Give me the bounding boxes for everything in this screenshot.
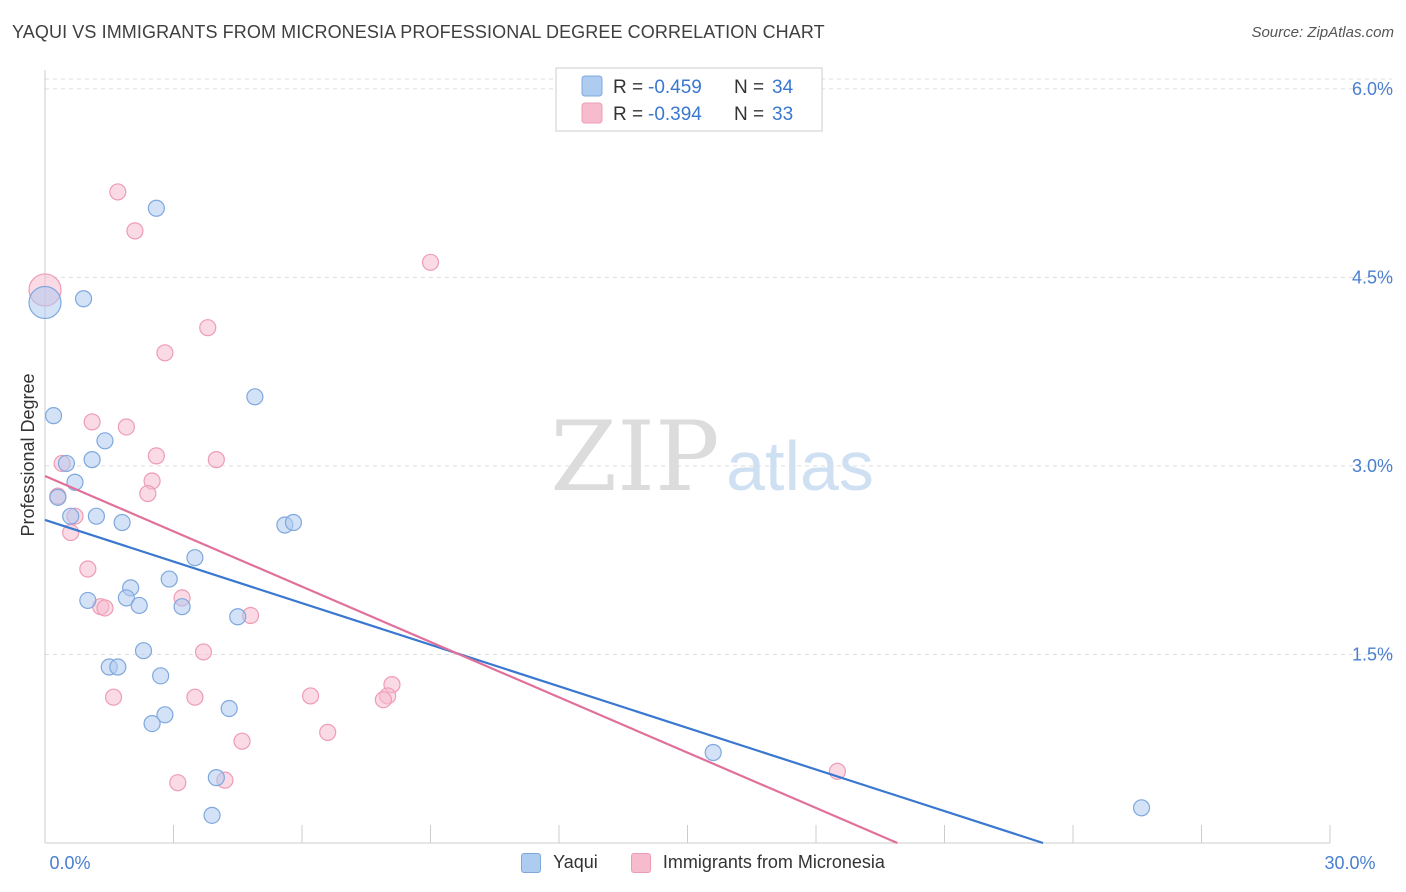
point-blue-15	[186, 549, 204, 567]
tick-labels: 1.5% 3.0% 4.5% 6.0% 0.0% 30.0%	[49, 79, 1393, 873]
y-tick-label-2: 4.5%	[1352, 267, 1393, 287]
point-blue-26	[152, 667, 170, 685]
stats-legend-blue-n-value: 34	[772, 77, 794, 98]
x-tick-label-1: 30.0%	[1324, 853, 1375, 873]
point-pink-5	[156, 344, 174, 362]
point-pink-4	[199, 319, 217, 337]
watermark: ZIP atlas	[550, 401, 874, 513]
point-pink-25	[374, 691, 392, 709]
point-blue-31	[203, 806, 221, 824]
point-blue-12	[113, 513, 131, 532]
point-pink-23	[301, 687, 320, 705]
point-blue-29	[143, 714, 161, 733]
stats-legend-blue-r-label: R =	[613, 77, 648, 98]
x-tick-label-0: 0.0%	[49, 853, 90, 873]
y-tick-label-0: 1.5%	[1352, 644, 1393, 664]
legend-swatch-blue	[521, 852, 542, 873]
point-blue-11	[87, 507, 106, 525]
point-pink-16	[79, 560, 97, 578]
point-pink-26	[104, 688, 123, 706]
point-pink-3	[421, 253, 440, 271]
point-blue-1	[74, 290, 93, 308]
stats-legend-pink-swatch	[581, 102, 603, 124]
legend-item-micronesia: Immigrants from Micronesia	[630, 852, 885, 873]
point-blue-23	[134, 642, 153, 660]
point-blue-25	[109, 658, 127, 676]
stats-legend-pink-r-value: -0.394	[648, 104, 702, 125]
point-blue-21	[173, 598, 191, 616]
point-pink-29	[233, 732, 251, 750]
point-pink-19	[96, 599, 114, 617]
point-blue-16	[160, 570, 178, 588]
point-blue-7	[57, 454, 76, 473]
legend-swatch-pink	[630, 852, 651, 873]
bottom-legend: Yaqui Immigrants from Micronesia	[0, 852, 1406, 878]
legend-item-yaqui: Yaqui	[521, 852, 598, 873]
point-blue-33	[1132, 799, 1151, 817]
point-blue-32	[704, 743, 722, 762]
point-pink-12	[139, 484, 157, 503]
point-blue-9	[49, 488, 67, 506]
trend-line-pink	[44, 474, 898, 845]
point-blue-10	[62, 507, 80, 525]
axes	[44, 70, 1331, 844]
stats-legend-blue-swatch	[581, 75, 603, 97]
point-blue-14	[284, 513, 303, 532]
point-pink-28	[319, 723, 337, 741]
point-blue-6	[83, 451, 101, 469]
y-axis-label: Professional Degree	[18, 373, 38, 536]
chart-title: YAQUI VS IMMIGRANTS FROM MICRONESIA PROF…	[12, 22, 825, 42]
point-pink-21	[194, 643, 213, 661]
point-pink-8	[147, 447, 165, 465]
point-pink-9	[207, 451, 225, 469]
point-blue-27	[220, 699, 238, 718]
stats-legend-pink-r-label: R =	[613, 104, 648, 125]
stats-legend-pink-n-value: 33	[772, 104, 793, 125]
stats-legend-pink-n-label: N =	[734, 104, 769, 125]
legend-label-micronesia: Immigrants from Micronesia	[662, 852, 885, 872]
point-blue-20	[130, 596, 148, 615]
source-label: Source: ZipAtlas.com	[1251, 24, 1394, 41]
point-blue-28	[156, 706, 174, 724]
stats-legend: R = -0.459 N = 34 R = -0.394 N = 33	[555, 67, 823, 132]
watermark-atlas: atlas	[726, 427, 874, 505]
point-blue-22	[229, 608, 247, 626]
series-blue-points	[28, 199, 1151, 824]
watermark-zip: ZIP	[550, 401, 719, 513]
point-blue-18	[79, 591, 97, 610]
point-pink-2	[126, 222, 144, 240]
y-tick-label-1: 3.0%	[1352, 456, 1393, 476]
trend-lines	[44, 474, 1044, 845]
trend-line-blue	[44, 518, 1044, 845]
grid-lines	[45, 78, 1392, 655]
point-pink-7	[117, 418, 135, 436]
stats-legend-blue-r-value: -0.459	[648, 77, 702, 98]
point-blue-30	[207, 769, 225, 787]
stats-legend-blue-n-label: N =	[734, 77, 769, 98]
y-tick-label-3: 6.0%	[1352, 79, 1393, 99]
point-blue-3	[246, 388, 264, 406]
legend-label-yaqui: Yaqui	[553, 852, 598, 872]
series-pink-points	[28, 183, 847, 792]
point-blue-2	[147, 199, 165, 217]
point-pink-6	[83, 413, 101, 431]
point-pink-1	[109, 183, 127, 201]
point-pink-30	[169, 774, 187, 792]
point-blue-19	[117, 589, 135, 607]
point-blue-4	[44, 407, 63, 425]
point-blue-0	[28, 285, 62, 320]
point-pink-27	[186, 688, 204, 706]
point-blue-5	[96, 432, 114, 450]
